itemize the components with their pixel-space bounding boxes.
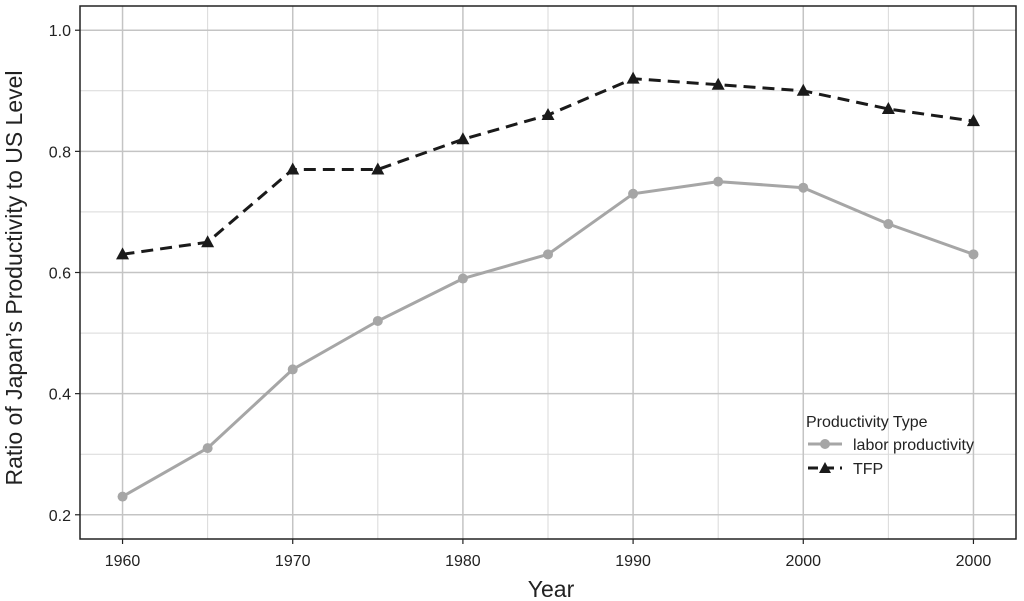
y-tick-label: 0.2 bbox=[49, 508, 71, 525]
legend-label-labor-productivity: labor productivity bbox=[853, 437, 974, 454]
data-point-tfp bbox=[456, 132, 470, 145]
x-tick-label: 1960 bbox=[105, 553, 141, 570]
data-point-tfp bbox=[711, 77, 725, 90]
data-point-labor-productivity bbox=[287, 364, 298, 375]
data-point-tfp bbox=[796, 83, 810, 96]
legend-title: Productivity Type bbox=[806, 414, 928, 431]
y-axis-ticks: 0.2 0.4 0.6 0.8 1.0 bbox=[49, 23, 80, 525]
data-point-tfp bbox=[881, 101, 895, 114]
data-point-tfp bbox=[286, 162, 300, 175]
x-tick-label: 2000 bbox=[785, 553, 821, 570]
x-tick-label: 1970 bbox=[275, 553, 311, 570]
data-point-tfp bbox=[201, 235, 215, 248]
data-point-labor-productivity bbox=[713, 176, 724, 187]
y-tick-label: 0.6 bbox=[49, 266, 71, 283]
legend: Productivity Type labor productivity TFP bbox=[806, 414, 974, 478]
data-point-tfp bbox=[626, 71, 640, 84]
x-axis-ticks: 1960 1970 1980 1990 2000 2000 bbox=[105, 539, 992, 570]
major-gridlines bbox=[80, 6, 1016, 539]
data-point-labor-productivity bbox=[628, 188, 639, 199]
data-point-tfp bbox=[116, 247, 130, 260]
data-point-labor-productivity bbox=[543, 249, 553, 260]
data-point-labor-productivity bbox=[798, 182, 809, 193]
y-tick-label: 1.0 bbox=[49, 23, 71, 40]
data-point-labor-productivity bbox=[372, 315, 383, 326]
data-point-labor-productivity bbox=[968, 249, 979, 260]
x-tick-label: 1980 bbox=[445, 553, 481, 570]
legend-item-labor-productivity: labor productivity bbox=[808, 437, 974, 454]
x-axis-title: Year bbox=[528, 576, 575, 601]
x-tick-label: 1990 bbox=[615, 553, 651, 570]
legend-item-tfp: TFP bbox=[808, 461, 883, 478]
data-point-tfp bbox=[371, 162, 385, 175]
y-tick-label: 0.4 bbox=[49, 387, 71, 404]
y-tick-label: 0.8 bbox=[49, 144, 71, 161]
data-point-tfp bbox=[966, 114, 980, 127]
legend-swatch-marker-labor bbox=[820, 439, 830, 449]
data-point-labor-productivity bbox=[202, 443, 213, 454]
series-tfp bbox=[116, 71, 980, 260]
legend-swatch-marker-tfp bbox=[819, 462, 831, 473]
data-point-tfp bbox=[541, 108, 555, 121]
series-layer bbox=[116, 71, 980, 502]
data-point-labor-productivity bbox=[457, 273, 468, 284]
x-tick-label: 2000 bbox=[956, 553, 992, 570]
data-point-labor-productivity bbox=[883, 219, 894, 230]
series-labor-productivity bbox=[117, 176, 979, 502]
legend-label-tfp: TFP bbox=[853, 461, 883, 478]
data-point-labor-productivity bbox=[117, 491, 128, 502]
y-axis-title: Ratio of Japan’s Productivity to US Leve… bbox=[1, 70, 27, 485]
